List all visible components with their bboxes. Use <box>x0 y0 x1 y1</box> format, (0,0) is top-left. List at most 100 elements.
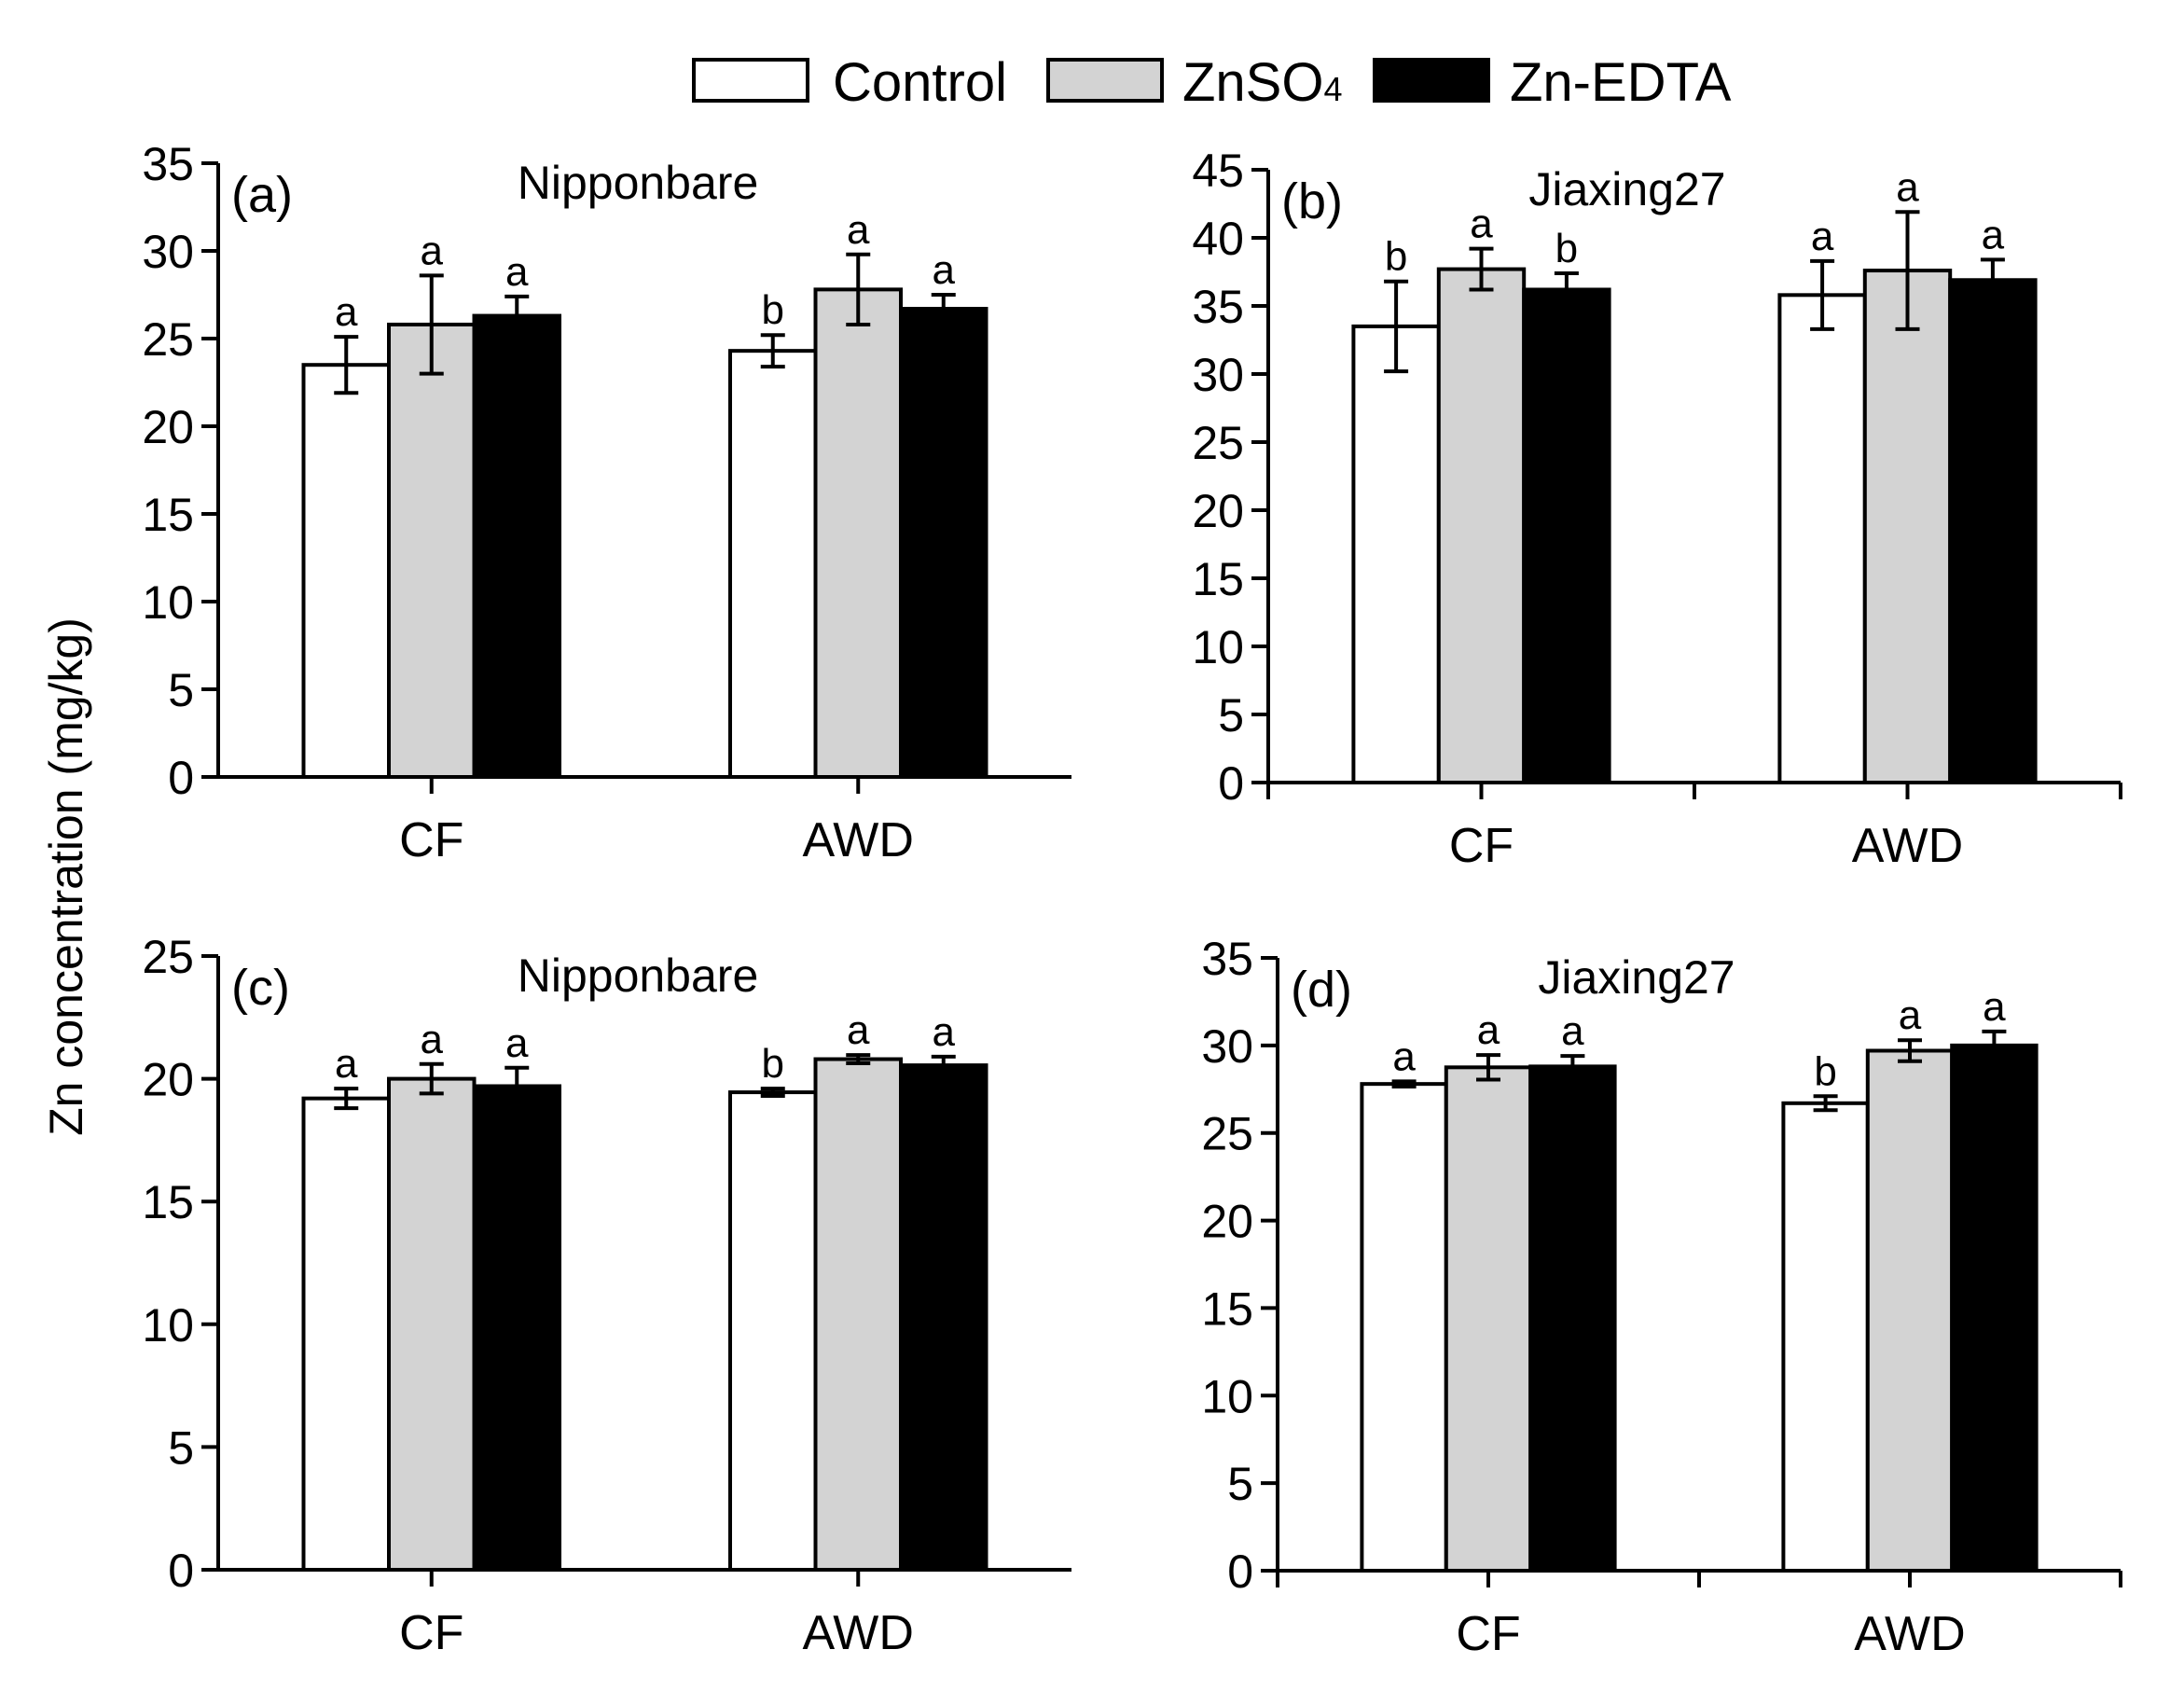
bar-znso4-awd <box>1865 1048 1955 1573</box>
y-tick-label: 15 <box>1201 1282 1253 1335</box>
y-tick-label: 20 <box>1201 1196 1253 1248</box>
x-tick-label: CF <box>1456 1607 1520 1661</box>
y-tick-label: 0 <box>168 752 194 804</box>
y-tick-label: 35 <box>1192 281 1244 333</box>
x-tick-label: AWD <box>803 1606 914 1660</box>
y-tick-label: 35 <box>142 138 194 190</box>
significance-letter: a <box>1896 164 1919 210</box>
y-tick-label: 5 <box>168 1421 194 1474</box>
panel-a: a a a CF b a a AWD 0 5 10 15 20 25 30 35 (a) Nipponbare <box>142 138 1071 867</box>
significance-letter: b <box>1555 226 1578 271</box>
bar-znso4-cf <box>1444 1065 1533 1573</box>
bar-control-cf <box>301 363 391 779</box>
y-tick-label: 15 <box>142 1176 194 1228</box>
y-tick-label: 20 <box>142 401 194 453</box>
significance-letter: a <box>505 249 529 295</box>
x-tick-label: CF <box>1449 819 1514 873</box>
bar-znedta-cf <box>472 313 561 779</box>
significance-letter: b <box>1385 234 1407 280</box>
bar-control-awd <box>1777 293 1867 784</box>
legend-label-znedta: Zn-EDTA <box>1510 52 1732 113</box>
x-tick-label: AWD <box>803 813 914 867</box>
y-tick-label: 30 <box>142 226 194 278</box>
panel-title: Nipponbare <box>518 950 759 1002</box>
legend-label-control: Control <box>833 52 1007 113</box>
x-tick-label: AWD <box>1854 1607 1965 1661</box>
significance-letter: b <box>762 287 784 333</box>
y-tick-label: 0 <box>1227 1546 1253 1598</box>
bar-znso4-awd <box>813 1057 903 1572</box>
significance-letter: a <box>933 247 956 293</box>
y-tick-label: 5 <box>1227 1458 1253 1510</box>
panel-title: Jiaxing27 <box>1538 951 1735 1004</box>
x-tick-label: CF <box>399 1606 463 1660</box>
significance-letter: b <box>1814 1048 1836 1094</box>
significance-letter: a <box>335 289 358 335</box>
panel-d: a a a CF b a a AWD 0 5 10 15 20 25 30 35 (d) Jiaxing27 <box>1201 933 2122 1661</box>
bar-znso4-cf <box>1436 267 1527 784</box>
y-tick-label: 40 <box>1192 213 1244 265</box>
y-tick-label: 10 <box>142 1299 194 1352</box>
legend-swatch-znso4 <box>1046 58 1164 103</box>
bar-znso4-awd <box>813 287 903 779</box>
y-tick-label: 5 <box>1218 689 1244 742</box>
y-tick-label: 5 <box>168 664 194 716</box>
significance-letter: a <box>1811 214 1834 259</box>
bar-znedta-awd <box>1950 1043 2039 1573</box>
y-tick-label: 25 <box>1192 417 1244 469</box>
legend-swatch-control <box>692 58 809 103</box>
y-tick-label: 30 <box>1192 349 1244 401</box>
y-tick-label: 30 <box>1201 1020 1253 1073</box>
legend-label-znso4: ZnSO4 <box>1182 52 1343 113</box>
bar-znedta-awd <box>899 307 988 779</box>
y-tick-label: 10 <box>142 576 194 629</box>
y-tick-label: 10 <box>1192 621 1244 673</box>
significance-letter: a <box>933 1009 956 1055</box>
panel-title: Jiaxing27 <box>1528 163 1725 215</box>
significance-letter: a <box>1983 984 2006 1030</box>
legend: Control ZnSO4 Zn-EDTA <box>692 52 1732 113</box>
bar-control-cf <box>301 1096 391 1572</box>
y-tick-label: 0 <box>168 1545 194 1597</box>
y-tick-label: 25 <box>142 313 194 366</box>
significance-letter: a <box>421 1017 444 1062</box>
significance-letter: a <box>847 207 870 253</box>
bar-znedta-awd <box>899 1063 988 1572</box>
y-tick-label: 15 <box>1192 553 1244 605</box>
significance-letter: b <box>762 1041 784 1087</box>
significance-letter: a <box>505 1020 529 1066</box>
legend-label-znso4-main: ZnSO <box>1182 52 1324 113</box>
significance-letter: a <box>1477 1007 1500 1053</box>
bar-znso4-awd <box>1862 269 1953 785</box>
panel-c: a a a CF b a a AWD 0 5 10 15 20 25 (c) Nipponbare <box>142 931 1071 1660</box>
bar-znedta-cf <box>472 1084 561 1572</box>
significance-letter: a <box>1899 992 1922 1038</box>
y-tick-label: 0 <box>1218 757 1244 810</box>
bar-znso4-cf <box>387 322 477 779</box>
y-tick-label: 20 <box>142 1054 194 1106</box>
panel-tag: (a) <box>231 167 293 223</box>
bar-control-cf <box>1360 1082 1448 1573</box>
bar-znso4-cf <box>387 1076 477 1572</box>
significance-letter: a <box>1982 212 2005 257</box>
x-tick-label: AWD <box>1852 819 1963 873</box>
panel-tag: (b) <box>1281 173 1343 229</box>
panel-tag: (c) <box>231 960 290 1016</box>
x-tick-label: CF <box>399 813 463 867</box>
y-tick-label: 20 <box>1192 485 1244 537</box>
significance-letter: a <box>335 1041 358 1087</box>
bar-znedta-cf <box>1522 287 1611 785</box>
panel-b: b a b CF a a a AWD 0 5 10 15 20 25 30 35 40 45 (b) Jiaxing2… <box>1192 145 2122 873</box>
significance-letter: a <box>1561 1008 1584 1054</box>
legend-swatch-znedta <box>1373 58 1490 103</box>
significance-letter: a <box>421 228 444 273</box>
legend-label-znso4-sub: 4 <box>1324 70 1343 108</box>
y-tick-label: 35 <box>1201 933 1253 985</box>
bar-znedta-cf <box>1528 1064 1617 1573</box>
bar-control-awd <box>728 1090 818 1573</box>
bar-control-awd <box>1781 1101 1870 1573</box>
y-tick-label: 25 <box>1201 1108 1253 1160</box>
y-tick-label: 25 <box>142 931 194 983</box>
panel-tag: (d) <box>1291 962 1352 1018</box>
